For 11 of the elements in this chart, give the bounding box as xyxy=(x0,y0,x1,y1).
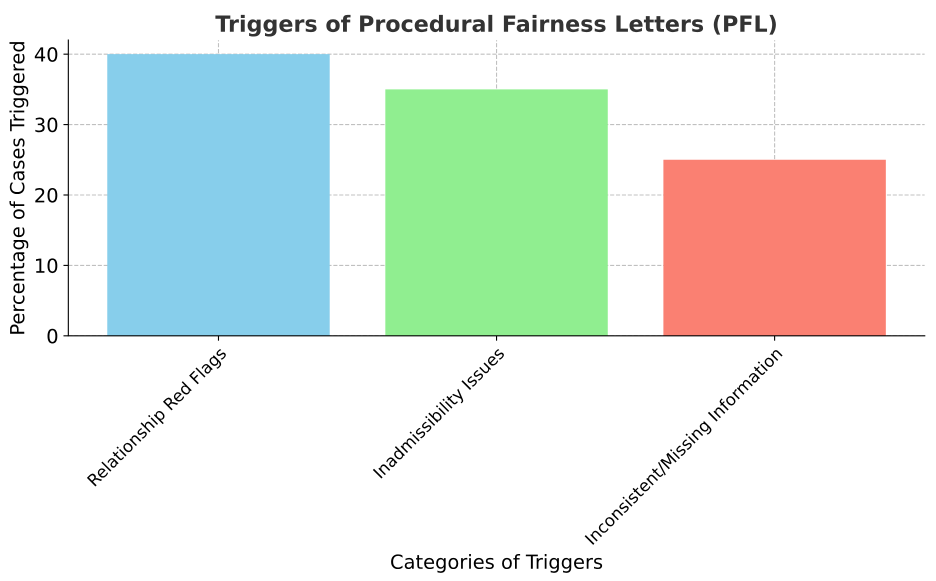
bar xyxy=(385,89,608,336)
bar xyxy=(663,160,886,336)
y-tick-label: 20 xyxy=(35,188,58,203)
y-tick-label: 30 xyxy=(35,118,58,132)
y-axis-title: Percentage of Cases Triggered xyxy=(9,42,28,334)
chart-title: Triggers of Procedural Fairness Letters (PFL) xyxy=(215,14,776,37)
bar xyxy=(107,54,330,336)
x-axis-title: Categories of Triggers xyxy=(391,554,602,573)
y-tick-label: 0 xyxy=(48,328,58,344)
y-tick-label: 10 xyxy=(36,258,58,274)
y-tick-label: 40 xyxy=(34,47,58,62)
